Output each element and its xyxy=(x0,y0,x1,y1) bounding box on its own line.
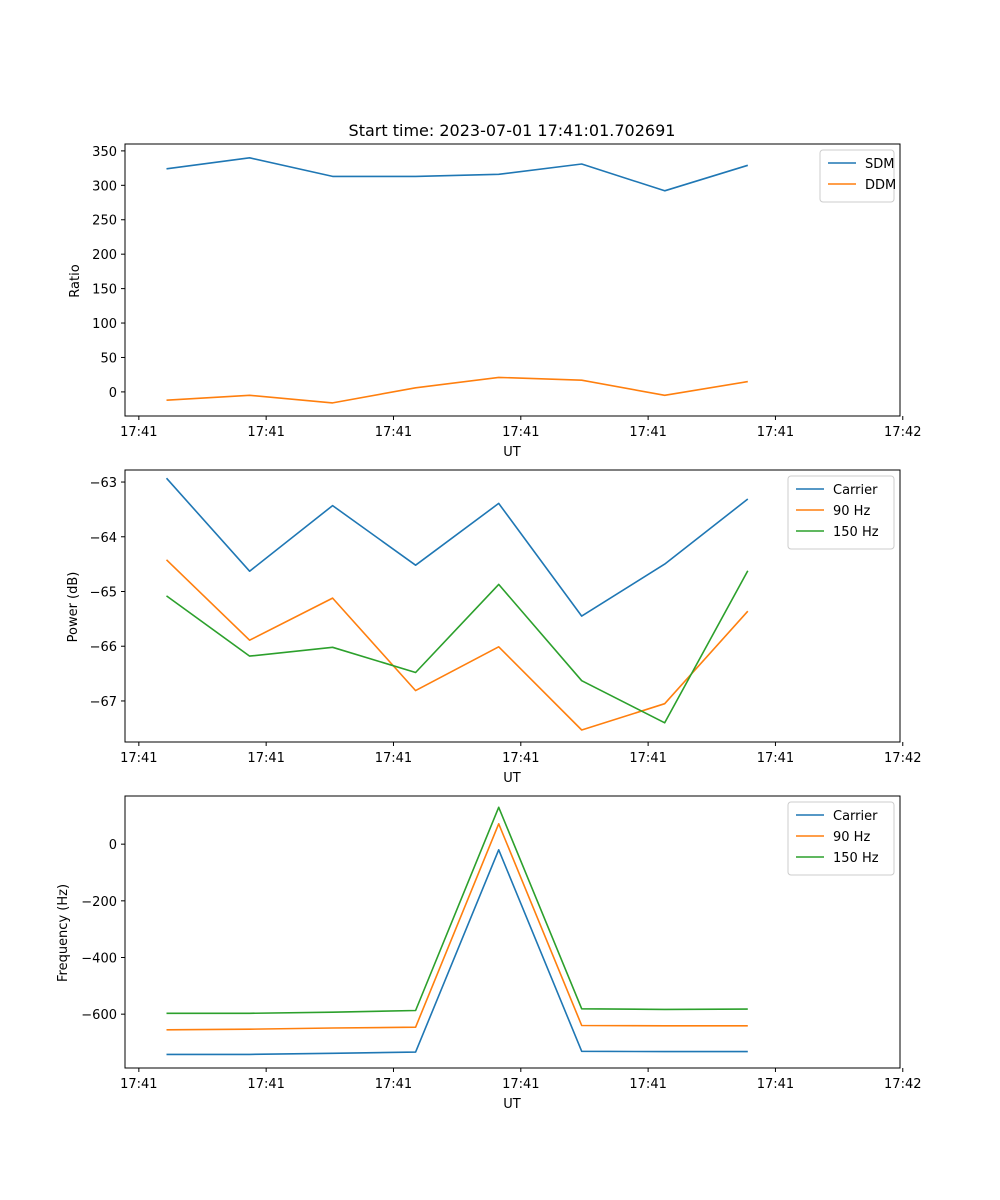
chart-title: Start time: 2023-07-01 17:41:01.702691 xyxy=(349,121,676,140)
x-tick-label: 17:41 xyxy=(247,425,284,440)
legend-label: Carrier xyxy=(833,809,878,824)
x-tick-label: 17:41 xyxy=(120,751,157,766)
series-line-150-hz xyxy=(166,570,749,724)
legend-label: SDM xyxy=(865,157,894,172)
series-line-carrier xyxy=(165,477,749,617)
y-tick-label: 200 xyxy=(92,248,117,263)
x-axis-label: UT xyxy=(503,1097,521,1112)
series-line-carrier xyxy=(166,848,748,1056)
y-tick-label: −63 xyxy=(90,476,117,491)
y-tick-label: −400 xyxy=(81,952,117,967)
subplot-power: UT Power (dB) 17:41 17:41 17:41 17:41 17:41 1… xyxy=(66,469,922,786)
x-tick-label: 17:41 xyxy=(629,751,666,766)
x-tick-label: 17:42 xyxy=(884,1077,921,1092)
x-tick-label: 17:41 xyxy=(757,1077,794,1092)
legend-label: 90 Hz xyxy=(833,830,870,845)
x-tick-label: 17:41 xyxy=(247,1077,284,1092)
x-axis-label: UT xyxy=(503,771,521,786)
axes-frame xyxy=(124,469,901,743)
y-tick-label: −67 xyxy=(90,695,117,710)
y-tick-label: −200 xyxy=(81,895,117,910)
x-tick-label: 17:41 xyxy=(375,425,412,440)
series-line-90-hz xyxy=(165,559,749,731)
x-tick-label: 17:41 xyxy=(375,751,412,766)
y-tick-label: −64 xyxy=(90,531,117,546)
x-tick-label: 17:42 xyxy=(884,425,921,440)
subplot-ratio: UT Ratio 17:41 17:41 17:41 17:41 17:41 17:41 1… xyxy=(68,143,922,460)
x-tick-label: 17:41 xyxy=(120,425,157,440)
legend-label: 90 Hz xyxy=(833,504,870,519)
subplot-frequency: UT Frequency (Hz) 17:41 17:41 17:41 17:41 17… xyxy=(56,795,922,1112)
y-tick-label: 250 xyxy=(92,214,117,229)
x-tick-label: 17:41 xyxy=(375,1077,412,1092)
x-tick-label: 17:41 xyxy=(120,1077,157,1092)
axes-frame xyxy=(124,143,901,417)
x-tick-label: 17:42 xyxy=(884,751,921,766)
y-axis-label: Ratio xyxy=(68,264,83,297)
y-tick-label: −600 xyxy=(81,1008,117,1023)
x-tick-label: 17:41 xyxy=(247,751,284,766)
x-tick-label: 17:41 xyxy=(502,1077,539,1092)
x-axis-label: UT xyxy=(503,445,521,460)
legend: Carrier 90 Hz 150 Hz xyxy=(787,475,895,550)
x-tick-label: 17:41 xyxy=(757,751,794,766)
x-tick-label: 17:41 xyxy=(629,1077,666,1092)
series-line-ddm xyxy=(166,376,748,404)
y-tick-label: 0 xyxy=(109,386,117,401)
x-tick-label: 17:41 xyxy=(502,751,539,766)
legend: SDM DDM xyxy=(819,149,896,203)
legend-label: Carrier xyxy=(833,483,878,498)
y-axis-label: Frequency (Hz) xyxy=(56,884,71,982)
legend-label: 150 Hz xyxy=(833,851,879,866)
y-tick-label: 100 xyxy=(92,317,117,332)
x-tick-label: 17:41 xyxy=(502,425,539,440)
y-tick-label: 50 xyxy=(100,351,117,366)
series-line-sdm xyxy=(166,157,749,192)
axes-frame xyxy=(124,795,901,1069)
series-line-150-hz xyxy=(166,806,748,1015)
y-tick-label: 150 xyxy=(92,283,117,298)
y-tick-label: 300 xyxy=(92,179,117,194)
y-tick-label: 0 xyxy=(109,838,117,853)
y-tick-label: −65 xyxy=(90,585,117,600)
x-tick-label: 17:41 xyxy=(757,425,794,440)
x-tick-label: 17:41 xyxy=(629,425,666,440)
legend-label: 150 Hz xyxy=(833,525,879,540)
legend-label: DDM xyxy=(865,178,896,193)
y-axis-label: Power (dB) xyxy=(66,572,81,643)
y-tick-label: 350 xyxy=(92,145,117,160)
legend: Carrier 90 Hz 150 Hz xyxy=(787,801,895,876)
series-line-90-hz xyxy=(166,822,748,1031)
y-tick-label: −66 xyxy=(90,640,117,655)
